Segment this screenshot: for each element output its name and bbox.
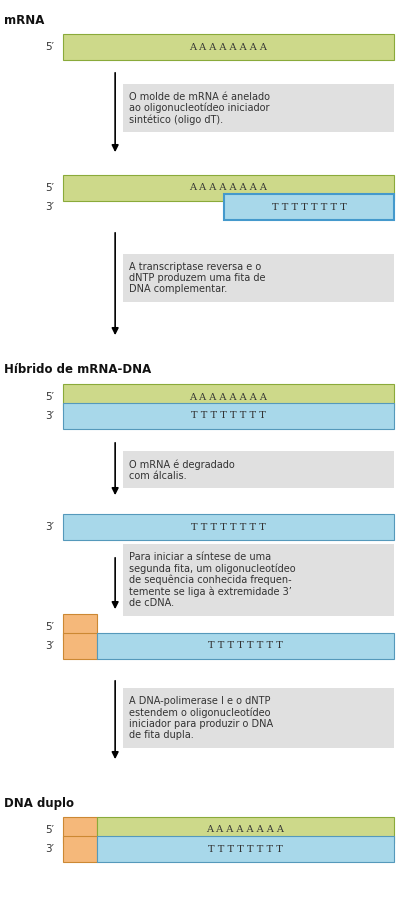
Bar xyxy=(123,83,394,132)
Text: Híbrido de mRNA-DNA: Híbrido de mRNA-DNA xyxy=(4,363,151,376)
Text: estendem o oligonucleotídeo: estendem o oligonucleotídeo xyxy=(129,707,271,718)
Bar xyxy=(63,835,97,862)
Text: A A A A A A A A: A A A A A A A A xyxy=(189,184,267,193)
Text: 3′: 3′ xyxy=(46,522,55,532)
Text: de sequência conhecida frequen-: de sequência conhecida frequen- xyxy=(129,575,292,585)
Text: DNA complementar.: DNA complementar. xyxy=(129,284,227,294)
Text: temente se liga à extremidade 3’: temente se liga à extremidade 3’ xyxy=(129,587,292,597)
Text: 5′: 5′ xyxy=(46,622,55,632)
Text: 3′: 3′ xyxy=(46,844,55,854)
Bar xyxy=(97,632,394,659)
Bar xyxy=(97,816,394,843)
Text: A A A A A A A A: A A A A A A A A xyxy=(189,393,267,402)
Bar xyxy=(123,544,394,615)
Text: A A A A A A A A: A A A A A A A A xyxy=(206,825,284,834)
Text: com álcalis.: com álcalis. xyxy=(129,471,187,481)
Bar xyxy=(63,33,394,60)
Text: O molde de mRNA é anelado: O molde de mRNA é anelado xyxy=(129,91,270,101)
Bar xyxy=(63,514,394,541)
Text: ao oligonucleotídeo iniciador: ao oligonucleotídeo iniciador xyxy=(129,103,270,113)
Bar xyxy=(63,632,97,659)
Text: A A A A A A A A: A A A A A A A A xyxy=(189,42,267,51)
Text: 5′: 5′ xyxy=(46,825,55,835)
Text: 3′: 3′ xyxy=(46,202,55,212)
Bar xyxy=(97,835,394,862)
Text: Para iniciar a síntese de uma: Para iniciar a síntese de uma xyxy=(129,552,271,562)
Text: 5′: 5′ xyxy=(46,42,55,52)
Text: T T T T T T T T: T T T T T T T T xyxy=(191,522,266,532)
Bar xyxy=(63,403,394,430)
Bar xyxy=(123,688,394,748)
Text: 5′: 5′ xyxy=(46,183,55,193)
Bar xyxy=(63,816,97,843)
Text: segunda fita, um oligonucleotídeo: segunda fita, um oligonucleotídeo xyxy=(129,563,296,574)
Text: T T T T T T T T: T T T T T T T T xyxy=(208,641,283,650)
Bar xyxy=(63,614,97,640)
Bar xyxy=(123,254,394,302)
Text: mRNA: mRNA xyxy=(4,14,44,27)
Text: 5′: 5′ xyxy=(46,392,55,402)
Text: DNA duplo: DNA duplo xyxy=(4,797,74,810)
Text: de fita dupla.: de fita dupla. xyxy=(129,730,194,740)
Text: T T T T T T T T: T T T T T T T T xyxy=(271,203,347,212)
Text: de cDNA.: de cDNA. xyxy=(129,598,175,608)
Bar xyxy=(224,194,394,221)
Bar xyxy=(63,384,394,411)
Bar xyxy=(63,175,394,202)
Text: 3′: 3′ xyxy=(46,411,55,421)
Text: iniciador para produzir o DNA: iniciador para produzir o DNA xyxy=(129,718,274,728)
Text: T T T T T T T T: T T T T T T T T xyxy=(208,844,283,854)
Text: 3′: 3′ xyxy=(46,641,55,651)
Text: sintético (oligo dT).: sintético (oligo dT). xyxy=(129,114,223,125)
Text: dNTP produzem uma fita de: dNTP produzem uma fita de xyxy=(129,273,266,283)
Text: A transcriptase reversa e o: A transcriptase reversa e o xyxy=(129,262,261,272)
Text: O mRNA é degradado: O mRNA é degradado xyxy=(129,459,235,469)
Text: T T T T T T T T: T T T T T T T T xyxy=(191,412,266,421)
Bar xyxy=(123,451,394,489)
Text: A DNA-polimerase I e o dNTP: A DNA-polimerase I e o dNTP xyxy=(129,696,271,706)
